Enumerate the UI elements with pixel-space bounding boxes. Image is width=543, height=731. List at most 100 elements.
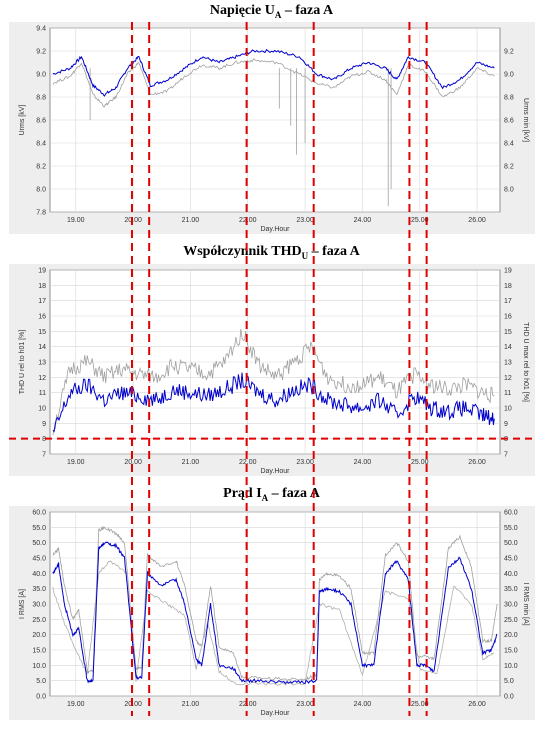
y-right-tick-label: 11: [504, 390, 511, 397]
y-right-tick-label: 14: [504, 344, 512, 351]
y-right-tick-label: 16: [504, 314, 512, 321]
chart-title-voltage: Napięcie UA – faza A: [209, 3, 334, 20]
x-tick-label: 22.00: [239, 701, 257, 708]
y-axis-label-right: THD U max rel to h01 [%]: [522, 322, 529, 402]
y-right-tick-label: 13: [504, 360, 512, 367]
y-tick-label: 9: [42, 421, 46, 428]
y-axis-label-right: Urms min [kV]: [522, 98, 529, 142]
x-axis-label: Day.Hour: [260, 226, 290, 233]
y-tick-label: 15: [38, 329, 46, 336]
y-tick-label: 8.8: [36, 95, 46, 102]
y-tick-label: 8: [42, 436, 46, 443]
y-tick-label: 30.0: [32, 602, 46, 609]
x-tick-label: 19.00: [67, 459, 85, 466]
y-right-tick-label: 25.0: [504, 617, 518, 624]
y-right-tick-label: 40.0: [504, 571, 518, 578]
y-tick-label: 18: [38, 283, 46, 290]
y-tick-label: 0.0: [36, 694, 46, 701]
y-tick-label: 11: [39, 390, 46, 397]
y-right-tick-label: 10: [504, 406, 512, 413]
chart-title-current: Prąd IA – faza A: [223, 486, 320, 503]
y-right-tick-label: 15.0: [504, 648, 518, 655]
y-right-tick-label: 12: [504, 375, 512, 382]
series-line-0: [52, 372, 495, 433]
y-tick-label: 35.0: [32, 586, 46, 593]
y-right-tick-label: 50.0: [504, 540, 518, 547]
y-tick-label: 9.0: [36, 72, 46, 79]
y-tick-label: 8.2: [36, 164, 46, 171]
x-tick-label: 24.00: [354, 701, 372, 708]
x-tick-label: 26.00: [468, 217, 486, 224]
y-tick-label: 45.0: [32, 556, 46, 563]
y-tick-label: 55.0: [32, 525, 46, 532]
y-right-tick-label: 15: [504, 329, 512, 336]
x-tick-label: 22.00: [239, 459, 257, 466]
y-right-tick-label: 8.4: [504, 141, 514, 148]
y-tick-label: 50.0: [32, 540, 46, 547]
chart-1: 7891011121314151617181978910111213141516…: [9, 268, 535, 475]
y-axis-label-left: THD U rel to h01 [%]: [19, 330, 26, 395]
y-right-tick-label: 30.0: [504, 602, 518, 609]
y-tick-label: 12: [38, 375, 46, 382]
x-tick-label: 21.00: [182, 701, 200, 708]
y-right-tick-label: 18: [504, 283, 512, 290]
x-tick-label: 24.00: [354, 459, 372, 466]
chart-title-thd: Współczynnik THDU – faza A: [183, 244, 360, 261]
series-line-1: [52, 328, 495, 436]
series-line-0: [52, 48, 495, 97]
x-tick-label: 23.00: [296, 701, 314, 708]
x-tick-label: 20.00: [124, 217, 142, 224]
y-right-tick-label: 9: [504, 421, 508, 428]
y-right-tick-label: 19: [504, 268, 512, 275]
y-tick-label: 5.0: [36, 678, 46, 685]
y-tick-label: 9.4: [36, 26, 46, 33]
y-tick-label: 8.6: [36, 118, 46, 125]
x-tick-label: 22.00: [239, 217, 257, 224]
x-tick-label: 19.00: [67, 701, 85, 708]
y-tick-label: 10: [38, 406, 46, 413]
x-tick-label: 23.00: [296, 217, 314, 224]
y-right-tick-label: 0.0: [504, 694, 514, 701]
x-tick-label: 26.00: [468, 701, 486, 708]
y-tick-label: 15.0: [32, 648, 46, 655]
y-tick-label: 8.0: [36, 187, 46, 194]
y-tick-label: 40.0: [32, 571, 46, 578]
y-tick-label: 17: [38, 298, 46, 305]
chart-2: 0.0 5.0 10.0 15.0 20.0 25.0 30.0 35.0 40.0 45.0 50…: [19, 510, 529, 718]
x-axis-label: Day.Hour: [260, 710, 290, 717]
y-right-tick-label: 17: [504, 298, 512, 305]
series-line-0: [52, 541, 498, 685]
y-tick-label: 9.2: [36, 49, 46, 56]
x-tick-label: 25.00: [411, 217, 429, 224]
series-line-1: [52, 58, 495, 108]
y-tick-label: 20.0: [32, 632, 46, 639]
y-tick-label: 10.0: [32, 663, 46, 670]
y-tick-label: 16: [38, 314, 46, 321]
y-tick-label: 25.0: [32, 617, 46, 624]
x-tick-label: 25.00: [411, 459, 429, 466]
y-right-tick-label: 5.0: [504, 678, 514, 685]
y-right-tick-label: 8.6: [504, 118, 514, 125]
chart-0: 7.8 8.0 8.2 8.4 8.6 8.8 9.0 9.2 9.4 8.0 8.2 8.4 8.6 8…: [19, 26, 529, 234]
y-right-tick-label: 8.8: [504, 95, 514, 102]
series-line-2: [52, 560, 495, 686]
x-tick-label: 24.00: [354, 217, 372, 224]
y-axis-label-left: I RMS [A]: [19, 589, 26, 619]
y-axis-label-left: Urms [kV]: [19, 105, 26, 136]
y-right-tick-label: 9.2: [504, 49, 514, 56]
x-tick-label: 23.00: [296, 459, 314, 466]
y-tick-label: 7: [42, 452, 46, 459]
y-right-tick-label: 35.0: [504, 586, 518, 593]
y-tick-label: 13: [38, 360, 46, 367]
y-right-tick-label: 60.0: [504, 510, 518, 517]
y-right-tick-label: 10.0: [504, 663, 518, 670]
y-right-tick-label: 9.0: [504, 72, 514, 79]
y-right-tick-label: 20.0: [504, 632, 518, 639]
x-tick-label: 26.00: [468, 459, 486, 466]
y-right-tick-label: 55.0: [504, 525, 518, 532]
x-tick-label: 21.00: [182, 217, 200, 224]
x-tick-label: 25.00: [411, 701, 429, 708]
x-tick-label: 21.00: [182, 459, 200, 466]
y-right-tick-label: 7: [504, 452, 508, 459]
y-tick-label: 19: [38, 268, 46, 275]
